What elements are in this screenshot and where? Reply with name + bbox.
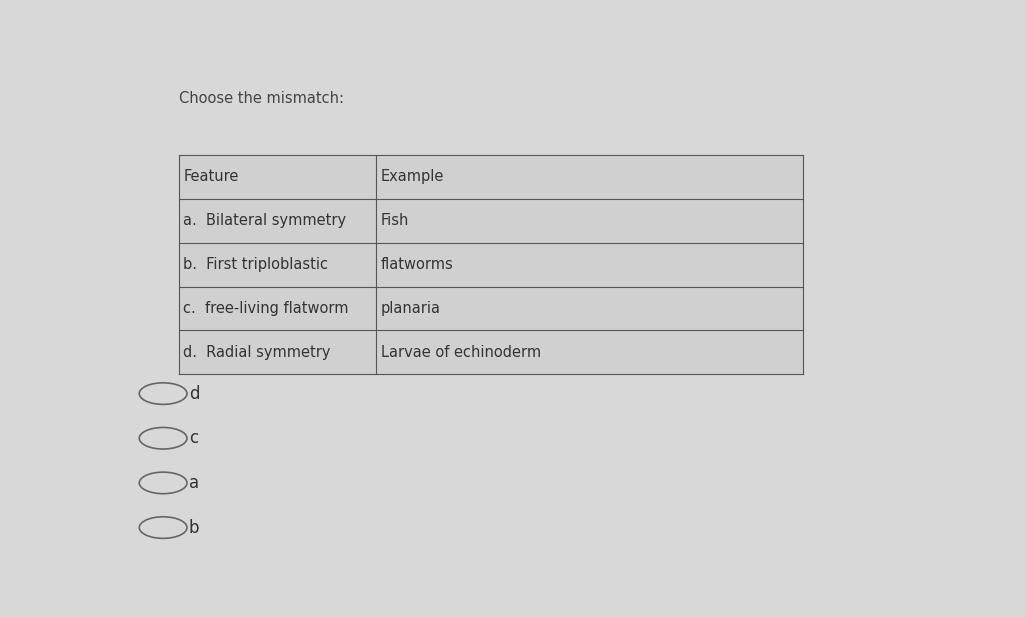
Text: b: b	[189, 518, 199, 537]
Text: a.  Bilateral symmetry: a. Bilateral symmetry	[184, 213, 347, 228]
Text: b.  First triploblastic: b. First triploblastic	[184, 257, 328, 272]
Text: Feature: Feature	[184, 169, 239, 184]
Text: planaria: planaria	[381, 301, 441, 316]
Text: Fish: Fish	[381, 213, 409, 228]
Text: d: d	[189, 384, 199, 402]
Text: d.  Radial symmetry: d. Radial symmetry	[184, 345, 331, 360]
Text: Larvae of echinoderm: Larvae of echinoderm	[381, 345, 541, 360]
Text: a: a	[189, 474, 199, 492]
Text: Choose the mismatch:: Choose the mismatch:	[179, 91, 344, 106]
Text: Example: Example	[381, 169, 444, 184]
Text: c: c	[189, 429, 198, 447]
Text: flatworms: flatworms	[381, 257, 453, 272]
Text: c.  free-living flatworm: c. free-living flatworm	[184, 301, 349, 316]
